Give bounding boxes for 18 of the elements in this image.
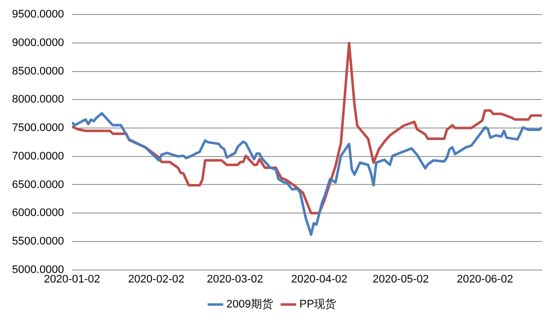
x-tick-label: 2020-03-02 [206, 273, 264, 286]
y-tick-label: 9000.0000 [12, 36, 64, 49]
legend-label: PP现货 [299, 298, 336, 311]
y-tick-label: 8000.0000 [12, 94, 64, 106]
y-tick-label: 9500.0000 [12, 8, 64, 21]
x-tick-label: 2020-06-02 [456, 273, 514, 286]
y-tick-label: 5500.0000 [12, 235, 64, 248]
y-tick-label: 5000.0000 [12, 264, 64, 276]
x-tick-label: 2020-01-02 [44, 273, 100, 286]
y-tick-label: 6500.0000 [12, 178, 64, 191]
y-tick-label: 6000.0000 [12, 207, 64, 220]
legend-label: 2009期货 [226, 298, 273, 311]
x-tick-label: 2020-02-02 [128, 273, 184, 286]
y-tick-label: 7000.0000 [12, 150, 64, 162]
x-tick-label: 2020-05-02 [372, 273, 429, 286]
y-tick-label: 7500.0000 [12, 122, 64, 134]
y-tick-label: 8500.0000 [12, 65, 64, 78]
x-tick-label: 2020-04-02 [291, 273, 348, 286]
